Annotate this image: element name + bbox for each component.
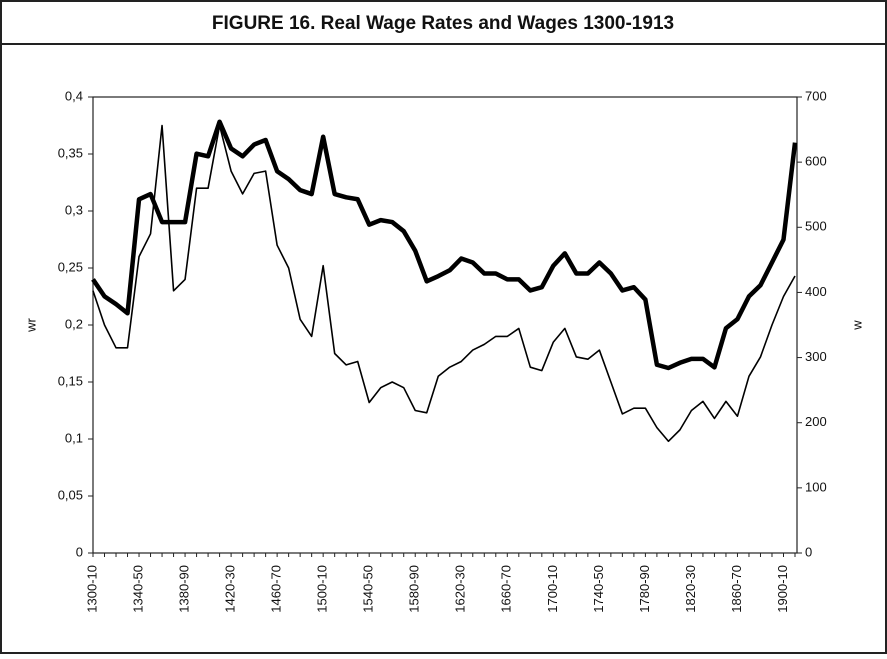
y2-tick-label: 300 [805,349,827,364]
y-tick-label: 0,35 [58,145,83,160]
x-tick-label: 1540-50 [361,565,376,613]
plot-frame [92,96,798,554]
x-tick-label: 1860-70 [729,565,744,613]
x-tick-label: 1500-10 [315,565,330,613]
y2-tick-label: 400 [805,284,827,299]
y-tick-label: 0,2 [65,316,83,331]
x-tick-label: 1780-90 [637,565,652,613]
y2-axis-label: w [849,320,864,331]
x-tick-label: 1660-70 [499,565,514,613]
x-tick-label: 1900-10 [775,565,790,613]
y-tick-label: 0,1 [65,430,83,445]
x-tick-label: 1740-50 [591,565,606,613]
y-tick-label: 0,15 [58,373,83,388]
y-tick-label: 0,05 [58,487,83,502]
data-line [91,119,798,371]
y2-tick-label: 100 [805,479,827,494]
y-tick-label: 0 [76,544,83,559]
y-axis-label: wr [23,317,38,332]
x-tick-label: 1580-90 [407,565,422,613]
x-tick-label: 1460-70 [269,565,284,613]
x-tick-label: 1620-30 [453,565,468,613]
x-tick-label: 1340-50 [130,565,145,613]
y-tick-label: 0,25 [58,259,83,274]
y2-tick-label: 0 [805,544,812,559]
y2-tick-label: 200 [805,414,827,429]
x-tick-label: 1820-30 [683,565,698,613]
x-tick-label: 1380-90 [177,565,192,613]
data-line [92,124,796,443]
y2-tick-label: 700 [805,88,827,103]
y-tick-label: 0,3 [65,202,83,217]
y2-tick-label: 500 [805,219,827,234]
y-tick-label: 0,4 [65,88,83,103]
x-tick-label: 1420-30 [223,565,238,613]
y2-tick-label: 600 [805,154,827,169]
x-tick-label: 1700-10 [545,565,560,613]
x-tick-label: 1300-10 [84,565,99,613]
chart-title: FIGURE 16. Real Wage Rates and Wages 130… [212,13,674,34]
